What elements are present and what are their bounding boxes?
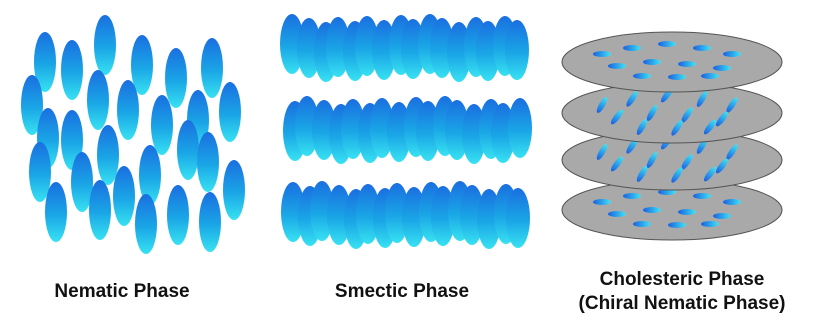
- molecule: [506, 188, 530, 248]
- panel-title: Cholesteric Phase: [600, 269, 765, 290]
- molecule: [678, 61, 696, 67]
- molecule: [608, 63, 626, 69]
- molecule: [45, 182, 67, 242]
- molecule: [593, 199, 611, 205]
- molecule: [643, 59, 661, 65]
- panel-subtitle: (Chiral Nematic Phase): [579, 293, 786, 314]
- molecule: [508, 98, 532, 158]
- molecule: [693, 45, 711, 51]
- molecule: [505, 20, 529, 80]
- molecule: [678, 209, 696, 215]
- smectic-molecules: [280, 14, 532, 249]
- molecule: [61, 40, 83, 100]
- molecule: [633, 73, 651, 79]
- panel-title: Smectic Phase: [335, 281, 469, 302]
- molecule: [97, 125, 119, 185]
- panel-title: Nematic Phase: [54, 281, 189, 302]
- nematic-molecules: [21, 15, 245, 254]
- molecule: [623, 45, 641, 51]
- molecule: [151, 95, 173, 155]
- molecule: [201, 38, 223, 98]
- molecule: [713, 213, 731, 219]
- molecule: [197, 132, 219, 192]
- layer-disc: [562, 32, 782, 92]
- molecule: [633, 221, 651, 227]
- molecule: [723, 199, 741, 205]
- molecule: [623, 193, 641, 199]
- molecule: [593, 51, 611, 57]
- molecule: [723, 51, 741, 57]
- molecule: [89, 180, 111, 240]
- diagram: Nematic Phase Smectic Phase Cholesteric …: [0, 0, 823, 320]
- molecule: [87, 70, 109, 130]
- molecule: [668, 74, 686, 80]
- molecule: [713, 65, 731, 71]
- cholesteric-layers: [562, 32, 782, 240]
- molecule: [117, 80, 139, 140]
- molecule: [701, 73, 719, 79]
- molecule: [643, 207, 661, 213]
- molecule: [135, 194, 157, 254]
- molecule: [167, 185, 189, 245]
- molecule: [113, 166, 135, 226]
- molecule: [199, 192, 221, 252]
- molecule: [219, 82, 241, 142]
- molecule: [177, 120, 199, 180]
- molecule: [608, 211, 626, 217]
- molecule: [693, 193, 711, 199]
- molecule: [701, 221, 719, 227]
- molecule: [223, 160, 245, 220]
- molecule: [658, 41, 676, 47]
- molecule: [94, 15, 116, 75]
- molecule: [668, 222, 686, 228]
- molecule: [165, 48, 187, 108]
